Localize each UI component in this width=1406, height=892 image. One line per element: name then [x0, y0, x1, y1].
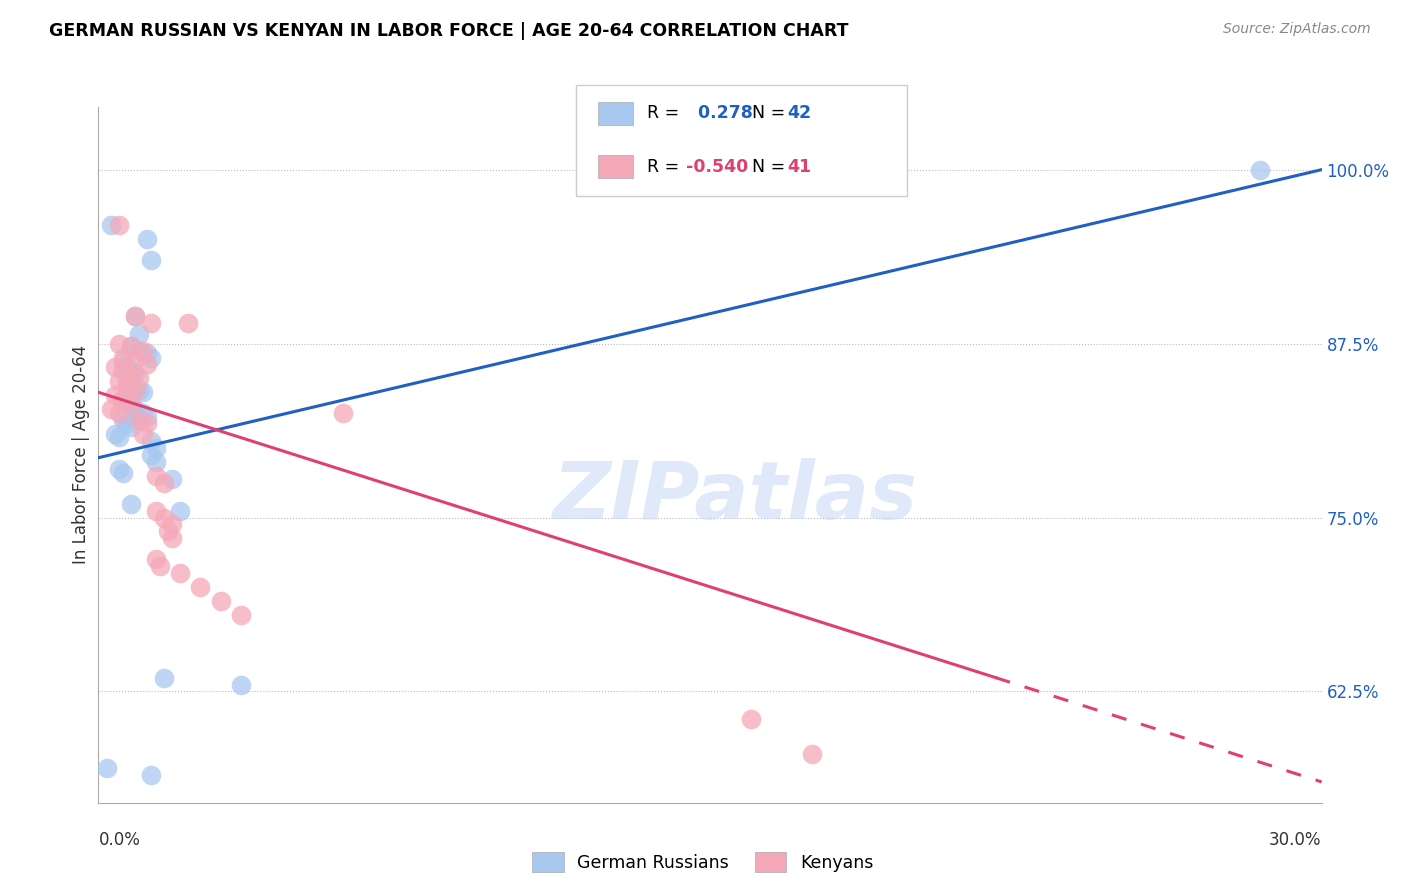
Point — [128, 343, 150, 358]
Y-axis label: In Labor Force | Age 20-64: In Labor Force | Age 20-64 — [72, 345, 90, 565]
Point — [111, 413, 134, 427]
Point — [152, 671, 174, 685]
Point — [115, 378, 138, 392]
Point — [136, 358, 159, 372]
Point — [111, 354, 134, 368]
Point — [128, 383, 150, 397]
Point — [120, 339, 142, 353]
Point — [120, 339, 142, 353]
Point — [136, 410, 159, 425]
Point — [108, 406, 131, 420]
Point — [104, 360, 127, 375]
Text: N =: N = — [752, 104, 786, 122]
Point — [1249, 162, 1271, 177]
Text: 42: 42 — [787, 104, 811, 122]
Text: N =: N = — [752, 158, 786, 176]
Point — [132, 406, 155, 420]
Point — [141, 768, 163, 782]
Text: 0.278: 0.278 — [686, 104, 754, 122]
Point — [120, 497, 142, 511]
Point — [120, 368, 142, 383]
Point — [156, 524, 179, 539]
Point — [111, 392, 134, 407]
Point — [145, 503, 167, 517]
Point — [120, 378, 142, 392]
Point — [100, 402, 122, 417]
Point — [132, 343, 155, 358]
Point — [128, 326, 150, 341]
Point — [149, 559, 172, 574]
Point — [115, 374, 138, 388]
Point — [169, 503, 191, 517]
Point — [145, 552, 167, 566]
Point — [124, 383, 146, 397]
Point — [136, 232, 159, 246]
Point — [231, 677, 253, 691]
Point — [132, 385, 155, 400]
Point — [332, 406, 354, 420]
Text: 0.0%: 0.0% — [98, 830, 141, 848]
Point — [141, 448, 163, 462]
Text: ZIPatlas: ZIPatlas — [553, 458, 917, 536]
Point — [124, 402, 146, 417]
Point — [141, 434, 163, 448]
Point — [141, 253, 163, 268]
Point — [115, 360, 138, 375]
Point — [115, 396, 138, 410]
Text: 41: 41 — [787, 158, 811, 176]
Point — [740, 712, 762, 726]
Point — [108, 430, 131, 444]
Point — [132, 427, 155, 442]
Point — [136, 346, 159, 360]
Point — [120, 420, 142, 434]
Point — [128, 413, 150, 427]
Point — [104, 388, 127, 402]
Point — [145, 455, 167, 469]
Point — [124, 309, 146, 323]
Point — [120, 396, 142, 410]
Point — [108, 336, 131, 351]
Point — [141, 351, 163, 365]
Point — [111, 466, 134, 480]
Text: GERMAN RUSSIAN VS KENYAN IN LABOR FORCE | AGE 20-64 CORRELATION CHART: GERMAN RUSSIAN VS KENYAN IN LABOR FORCE … — [49, 22, 849, 40]
Point — [160, 517, 183, 532]
Point — [104, 427, 127, 442]
Point — [152, 510, 174, 524]
Point — [108, 374, 131, 388]
Point — [108, 219, 131, 233]
Text: 30.0%: 30.0% — [1270, 830, 1322, 848]
Point — [120, 364, 142, 378]
Point — [160, 472, 183, 486]
Point — [100, 219, 122, 233]
Point — [141, 316, 163, 330]
Point — [111, 351, 134, 365]
Point — [124, 368, 146, 382]
Point — [177, 316, 200, 330]
Point — [145, 468, 167, 483]
Point — [96, 761, 118, 775]
Text: R =: R = — [647, 158, 679, 176]
Point — [120, 399, 142, 413]
Text: -0.540: -0.540 — [686, 158, 748, 176]
Point — [801, 747, 824, 761]
Point — [115, 416, 138, 430]
Point — [169, 566, 191, 581]
Point — [209, 594, 232, 608]
Point — [111, 364, 134, 378]
Point — [108, 462, 131, 476]
Point — [111, 392, 134, 407]
Point — [145, 441, 167, 455]
Point — [160, 532, 183, 546]
Point — [188, 580, 212, 594]
Point — [124, 309, 146, 323]
Legend: German Russians, Kenyans: German Russians, Kenyans — [526, 845, 880, 879]
Text: Source: ZipAtlas.com: Source: ZipAtlas.com — [1223, 22, 1371, 37]
Point — [136, 416, 159, 430]
Text: R =: R = — [647, 104, 679, 122]
Point — [128, 371, 150, 385]
Point — [231, 607, 253, 622]
Point — [124, 353, 146, 368]
Point — [152, 475, 174, 490]
